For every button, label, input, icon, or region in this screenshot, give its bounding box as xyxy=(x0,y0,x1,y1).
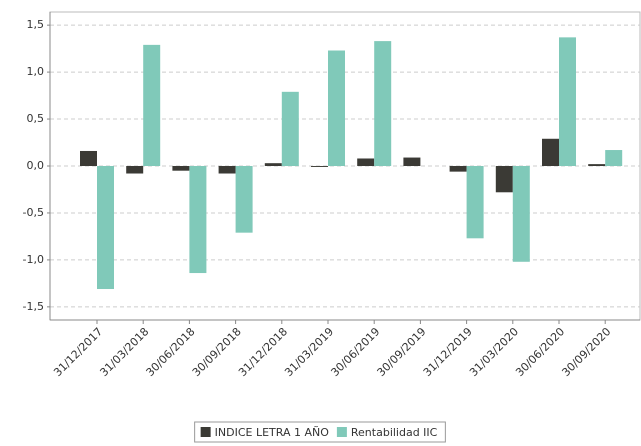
bar xyxy=(588,164,606,166)
bar xyxy=(311,166,328,167)
bar xyxy=(97,166,114,290)
bar xyxy=(466,166,484,239)
bar xyxy=(449,166,467,172)
bar xyxy=(143,44,161,166)
legend-label: INDICE LETRA 1 AÑO xyxy=(215,426,330,439)
bar xyxy=(172,166,190,171)
legend: INDICE LETRA 1 AÑO Rentabilidad IIC xyxy=(194,421,446,443)
bar xyxy=(328,50,345,166)
y-tick-label: 1,0 xyxy=(27,65,45,78)
legend-swatch xyxy=(200,427,211,437)
y-tick-label: 0,0 xyxy=(27,159,45,172)
y-tick-label: -0,5 xyxy=(23,206,44,219)
bar xyxy=(357,158,375,166)
bar xyxy=(264,163,282,166)
y-tick-label: -1,5 xyxy=(23,300,44,313)
bar xyxy=(605,150,623,166)
bar xyxy=(189,166,207,274)
bar xyxy=(559,37,576,167)
y-tick-label: 1,5 xyxy=(27,18,45,31)
bar xyxy=(542,138,559,166)
bar xyxy=(512,166,530,262)
legend-box xyxy=(194,421,446,443)
y-tick-label: -1,0 xyxy=(23,253,44,266)
x-tick-label: 30/09/2020 xyxy=(559,325,613,379)
bar xyxy=(374,41,392,166)
bar xyxy=(80,150,97,166)
bar xyxy=(235,166,253,233)
bar xyxy=(403,157,421,166)
bar xyxy=(218,166,236,174)
bar xyxy=(281,91,299,166)
legend-label: Rentabilidad IIC xyxy=(351,426,438,439)
legend-swatch xyxy=(336,427,347,437)
y-tick-label: 0,5 xyxy=(27,112,45,125)
bar xyxy=(495,166,513,193)
bar xyxy=(126,166,144,174)
